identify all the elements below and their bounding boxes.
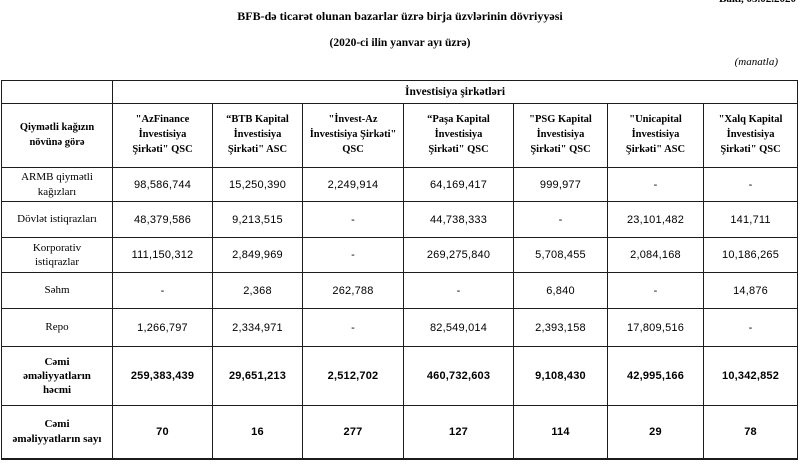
company-header-invest-az: "İnvest-Az İnvestisiya Şirkəti" QSC bbox=[302, 103, 404, 168]
value-cell: 64,169,417 bbox=[403, 167, 514, 202]
report-title: BFB-də ticarət olunan bazarlar üzrə birj… bbox=[237, 9, 563, 23]
value-cell: 269,275,840 bbox=[403, 237, 514, 273]
date-note: Bakı, 05.02.2020 bbox=[719, 0, 796, 5]
value-cell: 9,213,515 bbox=[212, 201, 303, 238]
value-cell: 23,101,482 bbox=[607, 201, 704, 238]
value-cell: - bbox=[112, 272, 213, 309]
row-label: Dövlət istiqrazları bbox=[1, 201, 113, 238]
value-cell: 98,586,744 bbox=[112, 167, 213, 202]
value-cell: - bbox=[607, 272, 704, 309]
value-cell: 2,084,168 bbox=[607, 237, 704, 273]
table-row-dovlet: Dövlət istiqrazları 48,379,586 9,213,515… bbox=[1, 201, 799, 238]
value-cell: 15,250,390 bbox=[212, 167, 303, 202]
value-cell: 70 bbox=[112, 405, 213, 460]
row-label: ARMB qiymətli kağızları bbox=[1, 167, 113, 202]
value-cell: 82,549,014 bbox=[403, 308, 514, 347]
value-cell: - bbox=[702, 308, 799, 347]
table-row-armb: ARMB qiymətli kağızları 98,586,744 15,25… bbox=[1, 167, 799, 202]
row-label: Cəmi əməliyyatların həcmi bbox=[1, 346, 113, 406]
value-cell: 262,788 bbox=[302, 272, 404, 309]
row-header-title: Qiymətli kağızın növünə görə bbox=[1, 103, 113, 168]
value-cell: 16 bbox=[212, 405, 303, 460]
company-header-pasa-kapital: “Paşa Kapital İnvestisiya Şirkəti" QSC bbox=[403, 103, 514, 168]
value-cell: 460,732,603 bbox=[403, 346, 514, 406]
value-cell: 6,840 bbox=[513, 272, 608, 309]
value-cell: 5,708,455 bbox=[513, 237, 608, 273]
value-cell: 29 bbox=[607, 405, 704, 460]
value-cell: 2,512,702 bbox=[302, 346, 404, 406]
value-cell: 127 bbox=[403, 405, 514, 460]
group-header: İnvestisiya şirkətləri bbox=[111, 80, 799, 104]
value-cell: - bbox=[607, 167, 704, 202]
value-cell: 999,977 bbox=[513, 167, 608, 202]
value-cell: 2,334,971 bbox=[212, 308, 303, 347]
value-cell: 14,876 bbox=[702, 272, 799, 309]
company-header-psg-kapital: "PSG Kapital İnvestisiya Şirkəti" QSC bbox=[513, 103, 608, 168]
company-header-btb-kapital: “BTB Kapital İnvestisiya Şirkəti" ASC bbox=[212, 103, 303, 168]
company-header-row: Qiymətli kağızın növünə görə "AzFinance … bbox=[1, 103, 799, 168]
value-cell: 111,150,312 bbox=[112, 237, 213, 273]
group-header-row: İnvestisiya şirkətləri bbox=[1, 80, 799, 104]
value-cell: 2,393,158 bbox=[513, 308, 608, 347]
value-cell: 10,186,265 bbox=[702, 237, 799, 273]
value-cell: - bbox=[302, 201, 404, 238]
value-cell: - bbox=[302, 308, 404, 347]
company-header-unicapital: "Unicapital İnvestisiya Şirkəti" ASC bbox=[607, 103, 704, 168]
value-cell: 114 bbox=[513, 405, 608, 460]
value-cell: 1,266,797 bbox=[112, 308, 213, 347]
empty-corner-cell bbox=[1, 80, 113, 104]
table-row-sehm: Səhm - 2,368 262,788 - 6,840 - 14,876 bbox=[1, 272, 799, 309]
table-row-total-count: Cəmi əməliyyatların sayı 70 16 277 127 1… bbox=[1, 405, 799, 460]
row-label: Səhm bbox=[1, 272, 113, 309]
value-cell: 44,738,333 bbox=[403, 201, 514, 238]
value-cell: 9,108,430 bbox=[513, 346, 608, 406]
value-cell: - bbox=[403, 272, 514, 309]
value-cell: - bbox=[302, 237, 404, 273]
company-header-azfinance: "AzFinance İnvestisiya Şirkəti" QSC bbox=[112, 103, 213, 168]
report-subtitle: (2020-ci ilin yanvar ayı üzrə) bbox=[329, 37, 471, 49]
value-cell: 17,809,516 bbox=[607, 308, 704, 347]
value-cell: 78 bbox=[702, 405, 799, 460]
value-cell: 29,651,213 bbox=[212, 346, 303, 406]
turnover-table: İnvestisiya şirkətləri Qiymətli kağızın … bbox=[1, 80, 799, 460]
value-cell: 2,249,914 bbox=[302, 167, 404, 202]
table-row-repo: Repo 1,266,797 2,334,971 - 82,549,014 2,… bbox=[1, 308, 799, 347]
value-cell: 2,849,969 bbox=[212, 237, 303, 273]
value-cell: 48,379,586 bbox=[112, 201, 213, 238]
table-row-total-volume: Cəmi əməliyyatların həcmi 259,383,439 29… bbox=[1, 346, 799, 406]
row-label: Repo bbox=[1, 308, 113, 347]
company-header-xalq-kapital: "Xalq Kapital İnvestisiya Şirkəti" QSC bbox=[702, 103, 799, 168]
row-label: Cəmi əməliyyatların sayı bbox=[1, 405, 113, 460]
value-cell: 2,368 bbox=[212, 272, 303, 309]
value-cell: - bbox=[702, 167, 799, 202]
value-cell: - bbox=[513, 201, 608, 238]
value-cell: 259,383,439 bbox=[112, 346, 213, 406]
value-cell: 141,711 bbox=[702, 201, 799, 238]
value-cell: 42,995,166 bbox=[607, 346, 704, 406]
table-row-korporativ: Korporativ istiqrazlar 111,150,312 2,849… bbox=[1, 237, 799, 273]
row-label: Korporativ istiqrazlar bbox=[1, 237, 113, 273]
value-cell: 277 bbox=[302, 405, 404, 460]
value-cell: 10,342,852 bbox=[702, 346, 799, 406]
unit-note: (manatla) bbox=[734, 56, 778, 68]
